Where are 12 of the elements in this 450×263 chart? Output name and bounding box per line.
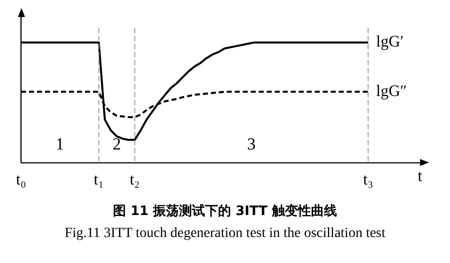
annotation: 1 (56, 134, 64, 154)
x-tick-label: t₁ (94, 172, 104, 189)
series-label: lgG″ (376, 82, 407, 100)
series-label: lgG′ (376, 34, 404, 51)
x-tick-label: t₂ (130, 172, 140, 189)
x-axis-title: t (418, 168, 423, 186)
text: 图 11 振荡测试下的 3ITT 触变性曲线 (112, 202, 338, 220)
annotation: 3 (247, 134, 256, 154)
x-tick-label: t₃ (363, 172, 374, 189)
x-tick-label: t₀ (16, 172, 26, 189)
annotation: 2 (112, 134, 122, 154)
text: Fig.11 3ITT touch degeneration test in the oscillation test (64, 226, 386, 242)
